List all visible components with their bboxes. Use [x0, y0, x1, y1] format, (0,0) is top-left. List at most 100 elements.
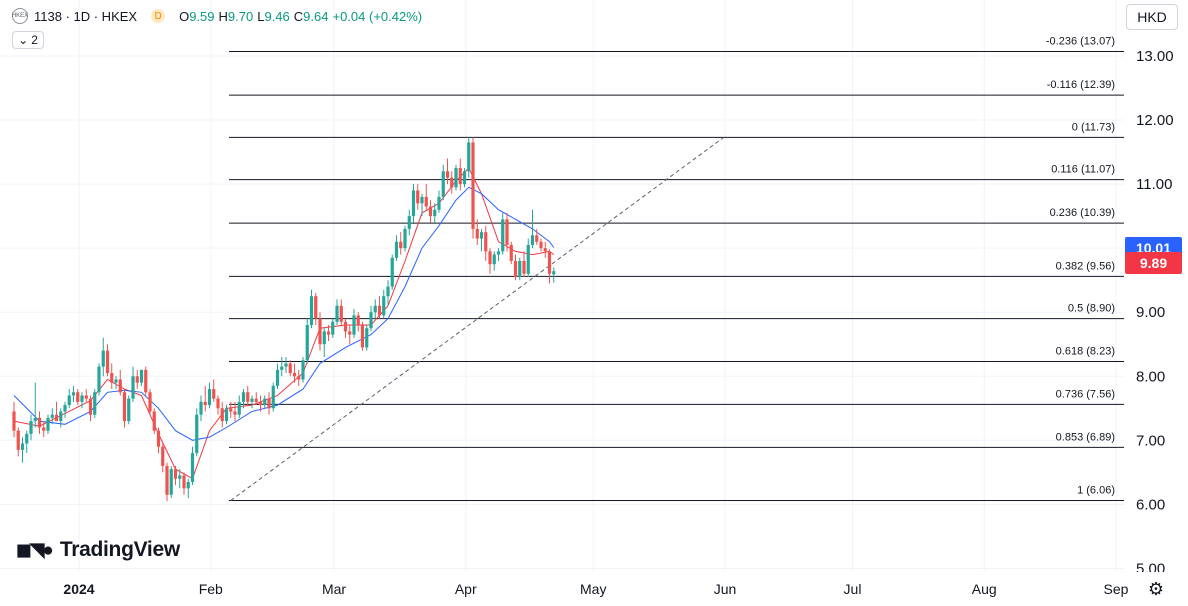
- candle: [88, 395, 93, 422]
- candlesticks: [12, 137, 556, 502]
- chevron-down-icon: ⌄: [18, 33, 29, 47]
- candle-body: [407, 216, 411, 229]
- candle-body: [63, 405, 67, 412]
- candle: [71, 385, 76, 402]
- candle-body: [216, 398, 220, 409]
- candle: [335, 299, 339, 326]
- candle-body: [105, 350, 110, 374]
- candle: [428, 200, 433, 223]
- candle-body: [424, 196, 428, 207]
- candle-body: [335, 305, 339, 322]
- candle: [467, 137, 471, 178]
- candle: [220, 401, 224, 428]
- candle-body: [233, 411, 237, 415]
- candle: [492, 251, 496, 271]
- gear-icon[interactable]: ⚙: [1147, 578, 1165, 599]
- candle-body: [322, 331, 326, 345]
- candle-body: [280, 366, 284, 370]
- candle-body: [496, 251, 501, 255]
- candle: [195, 408, 199, 457]
- symbol-title[interactable]: 1138 · 1D · HKEX: [34, 8, 138, 24]
- ohlc-high-value: 9.70: [227, 8, 254, 24]
- candle: [496, 248, 501, 261]
- time-axis[interactable]: 2024 Feb Mar Apr May Jun Jul Aug Sep: [0, 572, 1188, 606]
- candle-body: [54, 414, 59, 422]
- fib-level-label: 0 (11.73): [1072, 121, 1115, 133]
- candle-body: [20, 443, 25, 450]
- candle-body: [535, 235, 539, 242]
- candle-body: [331, 321, 335, 335]
- candle-body: [530, 235, 535, 245]
- candle-body: [509, 244, 513, 261]
- candle: [526, 238, 530, 277]
- candle-body: [352, 315, 356, 335]
- candle: [212, 379, 216, 402]
- candle: [42, 421, 46, 438]
- candle-body: [467, 142, 471, 172]
- candle-body: [131, 376, 135, 399]
- candle-body: [195, 414, 199, 454]
- fib-level-label: 1 (6.06): [1077, 485, 1115, 497]
- ohlc-close-key: C: [293, 8, 304, 24]
- interval-badge: D: [151, 9, 166, 23]
- candle: [360, 321, 365, 351]
- price-tick-label: 6.00: [1136, 496, 1165, 513]
- indicators-toggle-button[interactable]: ⌄ 2: [12, 31, 44, 49]
- candle: [275, 363, 280, 390]
- fib-level-label: 0.5 (8.90): [1068, 303, 1115, 315]
- candle-body: [356, 315, 360, 326]
- candle: [484, 225, 488, 261]
- fib-level-label: 0.736 (7.56): [1056, 388, 1115, 400]
- candle-body: [237, 401, 241, 415]
- candle: [356, 312, 360, 332]
- candle-body: [212, 389, 216, 399]
- candle: [505, 212, 509, 252]
- candle: [420, 193, 424, 217]
- candle-body: [186, 481, 190, 489]
- candle: [165, 462, 169, 502]
- candle: [386, 280, 390, 306]
- time-tick-label: Jun: [714, 581, 737, 597]
- fib-level-label: 0.853 (6.89): [1056, 431, 1115, 443]
- candle-body: [288, 363, 292, 374]
- candle-body: [25, 433, 29, 444]
- candle-body: [67, 395, 71, 406]
- candle: [59, 408, 63, 428]
- candle: [326, 325, 331, 342]
- candle: [309, 289, 314, 329]
- candle-body: [369, 312, 373, 329]
- candle: [190, 446, 195, 486]
- candle: [16, 427, 20, 457]
- price-tick-label: 13.00: [1136, 48, 1174, 65]
- candle: [105, 344, 110, 377]
- candle-body: [224, 408, 229, 422]
- candle: [84, 389, 88, 402]
- candle: [250, 395, 254, 409]
- tradingview-logo[interactable]: ◼◥● TradingView: [16, 537, 180, 563]
- fib-level-label: 0.382 (9.56): [1056, 260, 1115, 272]
- candle: [437, 190, 441, 213]
- candle: [382, 289, 386, 319]
- candle-body: [127, 398, 131, 422]
- currency-button[interactable]: HKD: [1126, 4, 1178, 30]
- candle: [20, 437, 25, 463]
- candle-body: [348, 331, 352, 335]
- candle-body: [169, 469, 173, 495]
- candle: [318, 312, 322, 351]
- candle: [513, 254, 518, 281]
- candle: [343, 318, 348, 338]
- candle: [50, 408, 54, 425]
- candle: [271, 382, 275, 412]
- candle-body: [258, 401, 263, 406]
- candle-body: [343, 321, 348, 332]
- candle-body: [42, 427, 46, 431]
- candle: [301, 357, 305, 383]
- fibonacci-retracement[interactable]: -0.236 (13.07) -0.116 (12.39) 0 (11.73) 0.1…: [229, 36, 1124, 502]
- candle: [148, 389, 152, 415]
- fib-level-label: -0.116 (12.39): [1047, 79, 1115, 91]
- candle: [488, 248, 492, 274]
- candle: [241, 389, 246, 409]
- candle: [54, 401, 59, 422]
